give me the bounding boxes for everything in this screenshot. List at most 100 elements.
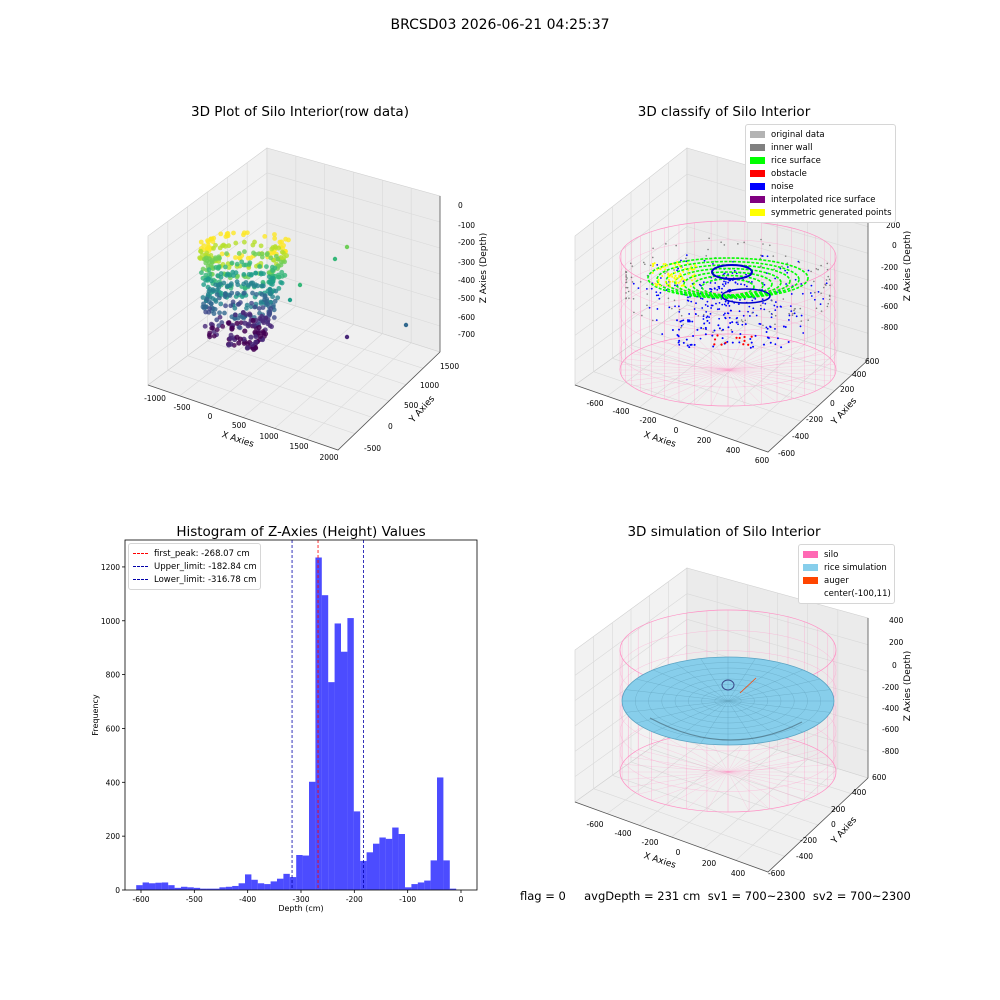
noise-point (762, 343, 765, 346)
raw-data-point (273, 288, 279, 294)
raw-data-point (279, 239, 285, 245)
silo-base-spoke (628, 756, 729, 773)
rice-surface-mesh (727, 700, 831, 713)
histogram-bar (398, 834, 405, 890)
histogram-bar (321, 595, 329, 890)
axis-gridline (147, 172, 268, 262)
inner-wall-point (671, 307, 673, 310)
raw-x-axis-label: X Axies (220, 430, 255, 450)
noise-point (710, 307, 713, 309)
silo-base-spoke (651, 369, 729, 396)
raw-ztick: 0 (458, 201, 463, 210)
inner-wall-point (665, 243, 667, 245)
noise-point (740, 283, 742, 286)
legend-line (133, 553, 148, 554)
noise-point (678, 339, 681, 342)
silo-base-spoke (664, 340, 729, 371)
noise-point (731, 341, 734, 344)
silo-base-spoke (631, 369, 729, 387)
rice-surface-mesh (625, 700, 729, 713)
silo-base-spoke (667, 738, 729, 773)
raw-data-point (217, 314, 223, 320)
raw-data-point (206, 332, 212, 338)
obstacle-point (743, 339, 746, 342)
axis-edge (574, 777, 869, 873)
noise-point (784, 269, 787, 272)
inner-wall-point (630, 276, 633, 279)
noise-point (763, 308, 766, 311)
inner-wall-point (626, 277, 628, 279)
center-marker (721, 679, 735, 691)
noise-point (727, 326, 730, 329)
inner-wall-point (649, 264, 652, 267)
raw-data-point (241, 336, 247, 342)
histogram-bar (296, 855, 303, 890)
raw-data-point (233, 255, 238, 260)
raw-data-point (242, 328, 248, 334)
inner-wall-point (828, 278, 831, 281)
noise-cluster (721, 288, 771, 304)
silo-base-spoke (686, 771, 729, 810)
raw-data-point (255, 330, 262, 336)
symmetric-generated-point (655, 283, 658, 286)
symmetric-generated-point (687, 273, 690, 276)
histogram-frame (124, 539, 478, 891)
raw-data-point (248, 272, 254, 278)
inner-wall-point (667, 297, 670, 300)
raw-data-point (259, 283, 265, 289)
symmetric-generated-point (659, 267, 662, 270)
simulation-legend: silo rice simulation auger center(-100,1… (798, 544, 895, 604)
histogram-bar (142, 882, 149, 890)
silo-base-spoke (706, 771, 729, 812)
symmetric-generated-point (673, 271, 676, 274)
noise-point (784, 325, 787, 328)
inner-wall-point (664, 272, 666, 275)
noise-point (701, 297, 704, 300)
noise-point (774, 301, 777, 303)
raw-data-point (211, 333, 217, 339)
raw-data-point (262, 234, 268, 239)
inner-wall-point (651, 319, 654, 322)
raw-data-point (247, 260, 253, 266)
noise-point (748, 315, 751, 317)
raw-ztick: -400 (458, 276, 475, 285)
noise-point (764, 302, 767, 305)
raw-z-axis-label: Z Axies (Depth) (479, 233, 489, 304)
silo-base-spoke (727, 358, 831, 371)
raw-data-point (234, 279, 240, 285)
histogram-bar (238, 883, 245, 890)
axis-gridline (574, 200, 688, 286)
symmetric-generated-point (693, 273, 696, 276)
silo-base-spoke (727, 749, 818, 773)
inner-wall-point (666, 271, 668, 273)
noise-point (682, 341, 685, 344)
rice-surface-ring (647, 257, 809, 299)
raw-data-point (211, 246, 216, 251)
legend-label: first_peak: -268.07 cm (154, 548, 250, 559)
raw-data-point (218, 301, 224, 307)
noise-point (665, 289, 668, 291)
histogram-bar (257, 883, 265, 890)
classify-xtick: 400 (726, 446, 741, 455)
legend-label: rice simulation (824, 562, 887, 573)
classify-ztick: -400 (881, 283, 898, 292)
raw-data-point (218, 231, 224, 237)
inner-wall-point (781, 265, 783, 268)
inner-wall-point (751, 312, 753, 314)
raw-data-point (228, 281, 234, 287)
noise-point (632, 282, 635, 285)
raw-data-point (272, 298, 278, 304)
silo-base-spoke (727, 738, 789, 773)
silo-base-spoke (625, 369, 729, 382)
symmetric-generated-point (689, 267, 692, 270)
noise-point (801, 292, 804, 295)
silo-base-spoke (727, 764, 834, 773)
obstacle-point (747, 343, 750, 346)
noise-point (699, 337, 702, 340)
noise-point (741, 323, 744, 326)
raw-data-point (260, 329, 266, 334)
noise-point (714, 287, 716, 290)
symmetric-generated-point (694, 277, 697, 280)
noise-point (729, 309, 732, 312)
noise-point (685, 260, 688, 263)
